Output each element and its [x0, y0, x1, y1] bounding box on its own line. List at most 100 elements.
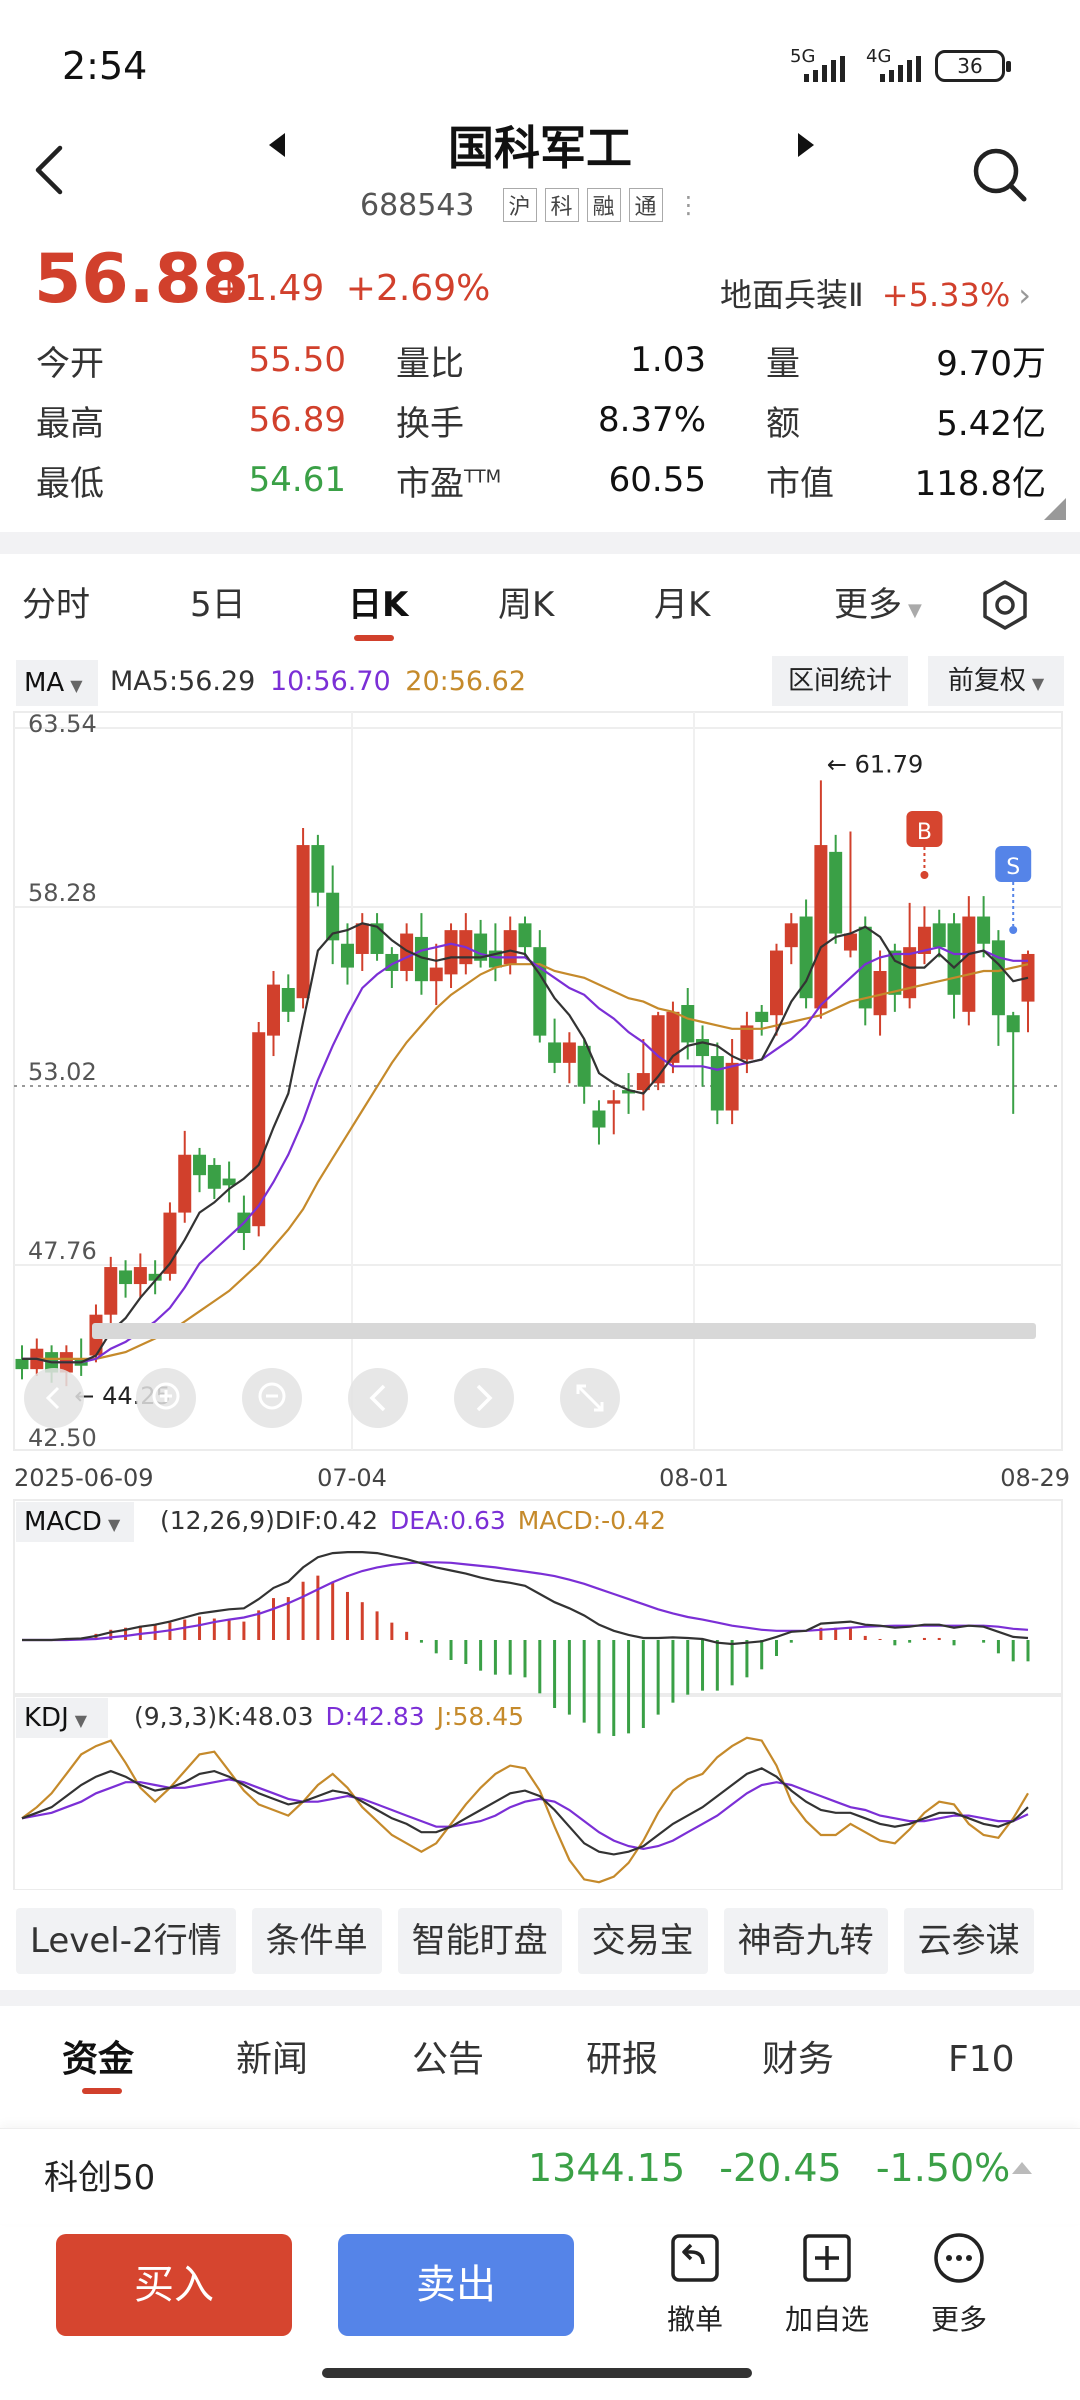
home-indicator[interactable]	[322, 2368, 752, 2378]
more-tags-icon[interactable]: ⋮	[676, 191, 701, 219]
buy-marker-dot	[920, 871, 929, 879]
tab-financials[interactable]: 财务	[762, 2039, 835, 2080]
buy-button[interactable]: 买入	[56, 2234, 292, 2336]
stat-label: 量	[766, 343, 800, 384]
high-price-label: ← 61.79	[827, 750, 923, 778]
candle	[340, 943, 354, 968]
index-ticker-bar[interactable]	[0, 2128, 1080, 2224]
tab-intraday[interactable]: 分时	[22, 585, 90, 625]
index-value: 1344.15	[528, 2146, 686, 2190]
quote-stats: 今开 55.50 量比 1.03 量 9.70万 最高 56.89 换手 8.3…	[36, 330, 1046, 510]
chip-cloud-advisor[interactable]: 云参谋	[903, 1908, 1034, 1974]
candle	[148, 1273, 162, 1281]
candle	[193, 1154, 207, 1176]
tab-more[interactable]: 更多 ▼	[834, 585, 922, 625]
tab-news[interactable]: 新闻	[236, 2039, 309, 2080]
sell-button[interactable]: 卖出	[338, 2234, 574, 2336]
macd-dea-value: DEA:0.63	[390, 1506, 506, 1535]
add-square-icon	[803, 2234, 851, 2282]
candle	[622, 1090, 636, 1094]
cancel-order-label: 撤单	[666, 2303, 723, 2336]
tab-daily-k[interactable]: 日K	[348, 585, 409, 625]
dropdown-icon: ▼	[70, 676, 83, 695]
candle	[355, 923, 369, 954]
macd-indicator-select[interactable]: MACD ▼	[16, 1502, 134, 1542]
stat-label: 市值	[766, 463, 834, 504]
tab-research[interactable]: 研报	[586, 2039, 659, 2080]
adjust-select[interactable]: 前复权 ▼	[928, 656, 1064, 706]
tab-5day[interactable]: 5日	[190, 585, 246, 625]
index-change: -20.45	[719, 2146, 842, 2190]
candle	[133, 1267, 147, 1285]
expand-corner-icon[interactable]	[1044, 498, 1066, 520]
candle	[400, 933, 414, 971]
tag-connect: 通	[628, 188, 663, 222]
tab-announcements[interactable]: 公告	[412, 2039, 485, 2080]
tab-weekly-k[interactable]: 周K	[498, 585, 555, 625]
candle	[119, 1270, 133, 1285]
more-dots-icon	[934, 2233, 984, 2283]
y-tick-label: 53.02	[28, 1058, 97, 1086]
stats-row: 最高 56.89 换手 8.37% 额 5.42亿	[36, 390, 1046, 450]
candle	[710, 1056, 724, 1111]
cancel-order-button[interactable]: 撤单	[640, 2230, 750, 2338]
chip-smart-watch[interactable]: 智能盯盘	[397, 1908, 562, 1974]
candle	[207, 1164, 221, 1189]
tab-monthly-k[interactable]: 月K	[654, 585, 711, 625]
candle	[429, 967, 443, 982]
candle	[252, 1032, 266, 1227]
stat-label: 量比	[396, 343, 464, 384]
chip-level2[interactable]: Level-2行情	[16, 1908, 236, 1974]
tag-star-market: 科	[544, 188, 579, 222]
chart-settings-button[interactable]	[978, 578, 1032, 632]
hexagon-settings-icon	[983, 580, 1027, 630]
change-amount: +1.49	[214, 268, 325, 309]
macd-dif-value: (12,26,9)DIF:0.42	[160, 1506, 379, 1535]
tab-f10[interactable]: F10	[948, 2039, 1015, 2080]
range-stats-button[interactable]: 区间统计	[772, 656, 908, 706]
stat-label: 今开	[36, 343, 104, 384]
add-watchlist-button[interactable]: 加自选	[772, 2230, 882, 2338]
candle	[991, 940, 1005, 1016]
stat-value: 60.55	[608, 460, 706, 500]
candle	[947, 923, 961, 995]
candle	[311, 845, 325, 893]
stat-value: 9.70万	[936, 343, 1046, 384]
sector-link[interactable]: 地面兵装Ⅱ +5.33% ›	[720, 270, 1031, 316]
candle	[636, 1073, 650, 1091]
y-tick-label: 42.50	[28, 1424, 97, 1452]
candle	[725, 1062, 739, 1111]
macd-legend: (12,26,9)DIF:0.42 DEA:0.63 MACD:-0.42	[160, 1506, 666, 1535]
candle	[888, 950, 902, 995]
stats-row: 今开 55.50 量比 1.03 量 9.70万	[36, 330, 1046, 390]
kdj-indicator-select[interactable]: KDJ ▼	[16, 1698, 108, 1738]
chip-trade-treasure[interactable]: 交易宝	[577, 1908, 708, 1974]
active-tab-indicator	[354, 635, 394, 641]
dropdown-icon: ▼	[107, 1515, 121, 1534]
tab-funds[interactable]: 资金	[62, 2039, 135, 2080]
prev-stock-button[interactable]	[258, 130, 298, 170]
scroll-right-icon	[454, 1368, 514, 1428]
price-change: +1.49 +2.69%	[214, 268, 490, 309]
chip-conditional-order[interactable]: 条件单	[251, 1908, 382, 1974]
fullscreen-glyph	[594, 1402, 604, 1412]
search-button[interactable]	[970, 145, 1030, 205]
more-actions-button[interactable]: 更多	[904, 2230, 1014, 2338]
current-price: 56.88	[34, 240, 250, 319]
ttm-superscript: TTM	[464, 466, 502, 488]
next-stock-button[interactable]	[785, 130, 825, 170]
search-icon	[973, 148, 1027, 202]
change-percent: +2.69%	[345, 268, 491, 309]
candle	[326, 892, 340, 941]
expand-up-icon[interactable]	[1012, 2162, 1032, 2174]
x-tick-label: 08-29	[1000, 1464, 1070, 1492]
dropdown-icon: ▼	[908, 600, 922, 621]
network-5g-label: 5G	[790, 46, 816, 67]
candle	[607, 1100, 621, 1104]
chevron-left-glyph	[369, 1384, 386, 1412]
ma-indicator-select[interactable]: MA ▼	[16, 660, 98, 706]
back-button[interactable]	[30, 140, 90, 210]
chip-magic-nine[interactable]: 神奇九转	[723, 1908, 888, 1974]
active-info-tab-indicator	[82, 2088, 122, 2094]
